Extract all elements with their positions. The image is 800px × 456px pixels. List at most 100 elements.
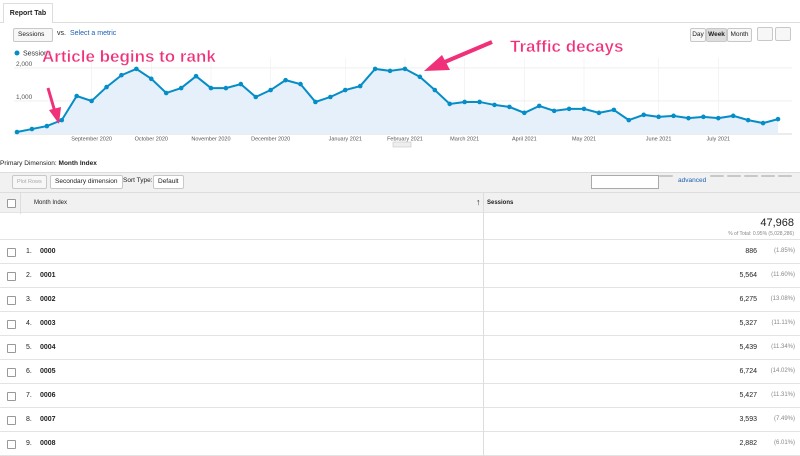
point <box>745 117 751 123</box>
point <box>163 90 169 96</box>
metric-dropdown[interactable]: Sessions <box>13 28 53 42</box>
checkbox[interactable] <box>7 272 16 281</box>
point <box>551 108 557 114</box>
point <box>611 107 617 113</box>
primary-dimension: Primary Dimension: Month Index <box>0 160 97 167</box>
motion-chart-icon[interactable] <box>775 27 791 41</box>
checkbox[interactable] <box>7 440 16 449</box>
point <box>626 117 632 123</box>
month-index: 0004 <box>40 344 56 351</box>
search-button[interactable] <box>659 175 673 177</box>
x-tick-label: October 2020 <box>135 137 168 143</box>
row-index: 7. <box>26 392 32 399</box>
x-tick-label: July 2021 <box>707 137 731 143</box>
point <box>387 68 393 74</box>
checkbox[interactable] <box>7 344 16 353</box>
row-index: 8. <box>26 416 32 423</box>
checkbox[interactable] <box>7 248 16 257</box>
x-tick-label: September 2020 <box>71 137 112 143</box>
point <box>268 87 273 93</box>
sessions-value: 2,882 <box>739 440 757 447</box>
point <box>462 99 467 105</box>
table-row: 6. 0005 6,724 (14.02%) <box>0 360 800 384</box>
point <box>522 110 527 116</box>
secondary-dimension[interactable]: Secondary dimension <box>50 175 123 189</box>
advanced[interactable]: advanced <box>678 177 707 184</box>
tab[interactable]: Report Tab <box>3 3 53 23</box>
granularity-button[interactable]: Month <box>727 28 752 42</box>
sessions-percent: (6.01%) <box>773 440 795 446</box>
arrow-head <box>49 107 61 124</box>
view-icon[interactable] <box>727 175 741 177</box>
point <box>760 120 766 126</box>
sessions-percent: (11.34%) <box>771 344 795 350</box>
view-icon[interactable] <box>744 175 758 177</box>
point <box>402 66 408 72</box>
sessions-value: 6,724 <box>739 368 757 375</box>
x-tick-label: November 2020 <box>191 137 230 143</box>
checkbox[interactable] <box>7 199 16 208</box>
table-header: Month Index ↑ Sessions <box>0 192 800 214</box>
point <box>536 103 542 109</box>
sort-label: Sort Type: <box>123 177 153 184</box>
line <box>16 67 779 133</box>
sessions-percent: (11.60%) <box>771 272 795 278</box>
legend-marker <box>14 50 20 56</box>
arrow-head <box>424 55 450 71</box>
point <box>656 114 661 120</box>
table-row: 7. 0006 5,427 (11.31%) <box>0 384 800 408</box>
plot-rows[interactable]: Plot Rows <box>12 175 47 189</box>
column-divider <box>483 432 484 456</box>
checkbox[interactable] <box>7 296 16 305</box>
sessions-value: 6,275 <box>739 296 757 303</box>
row-index: 5. <box>26 344 32 351</box>
page: Report Tab Sessions vs. Select a metric … <box>0 3 800 456</box>
y-tick-label: 2,000 <box>16 61 33 68</box>
point <box>447 101 453 107</box>
x-tick-label: May 2021 <box>572 137 596 143</box>
point <box>134 66 139 72</box>
point <box>581 106 587 112</box>
point <box>29 126 35 132</box>
sessions-percent: (11.31%) <box>771 392 795 398</box>
checkbox[interactable] <box>7 368 16 377</box>
column-header[interactable]: Sessions <box>487 200 514 206</box>
point <box>641 112 647 118</box>
column-header[interactable]: Month Index <box>34 200 68 206</box>
total-row: 47,968 % of Total: 0.95% (5,028,286) <box>0 213 800 240</box>
point <box>328 94 333 100</box>
point <box>566 106 572 112</box>
search-box[interactable] <box>591 175 659 189</box>
column-divider <box>483 408 484 432</box>
sessions-value: 5,439 <box>739 344 757 351</box>
table-row: 2. 0001 5,564 (11.60%) <box>0 264 800 288</box>
row-index: 4. <box>26 320 32 327</box>
sort-dropdown[interactable]: Default <box>153 175 184 189</box>
point <box>417 74 423 80</box>
view-icon[interactable] <box>710 175 724 177</box>
granularity-button[interactable]: Week <box>706 28 727 42</box>
point <box>89 98 94 104</box>
column-divider <box>483 360 484 384</box>
legend-label: Sessions <box>23 51 52 58</box>
table-row: 9. 0008 2,882 (6.01%) <box>0 432 800 456</box>
granularity-button[interactable]: Day <box>690 28 706 42</box>
checkbox[interactable] <box>7 416 16 425</box>
view-icon[interactable] <box>778 175 792 177</box>
view-icon[interactable] <box>761 175 775 177</box>
column-divider <box>483 312 484 336</box>
sort-arrow: ↑ <box>476 197 481 207</box>
select-metric[interactable]: Select a metric <box>70 30 117 37</box>
checkbox[interactable] <box>7 320 16 329</box>
sessions-value: 886 <box>745 248 757 255</box>
column-divider <box>483 288 484 312</box>
month-index: 0003 <box>40 320 56 327</box>
sessions-value: 3,593 <box>739 416 757 423</box>
sessions-percent: (13.08%) <box>770 296 795 302</box>
checkbox[interactable] <box>7 392 16 401</box>
line-chart-icon[interactable] <box>757 27 773 41</box>
point <box>372 66 378 72</box>
x-tick-label: December 2020 <box>251 137 290 143</box>
point <box>148 76 154 82</box>
month-index: 0002 <box>40 296 56 303</box>
